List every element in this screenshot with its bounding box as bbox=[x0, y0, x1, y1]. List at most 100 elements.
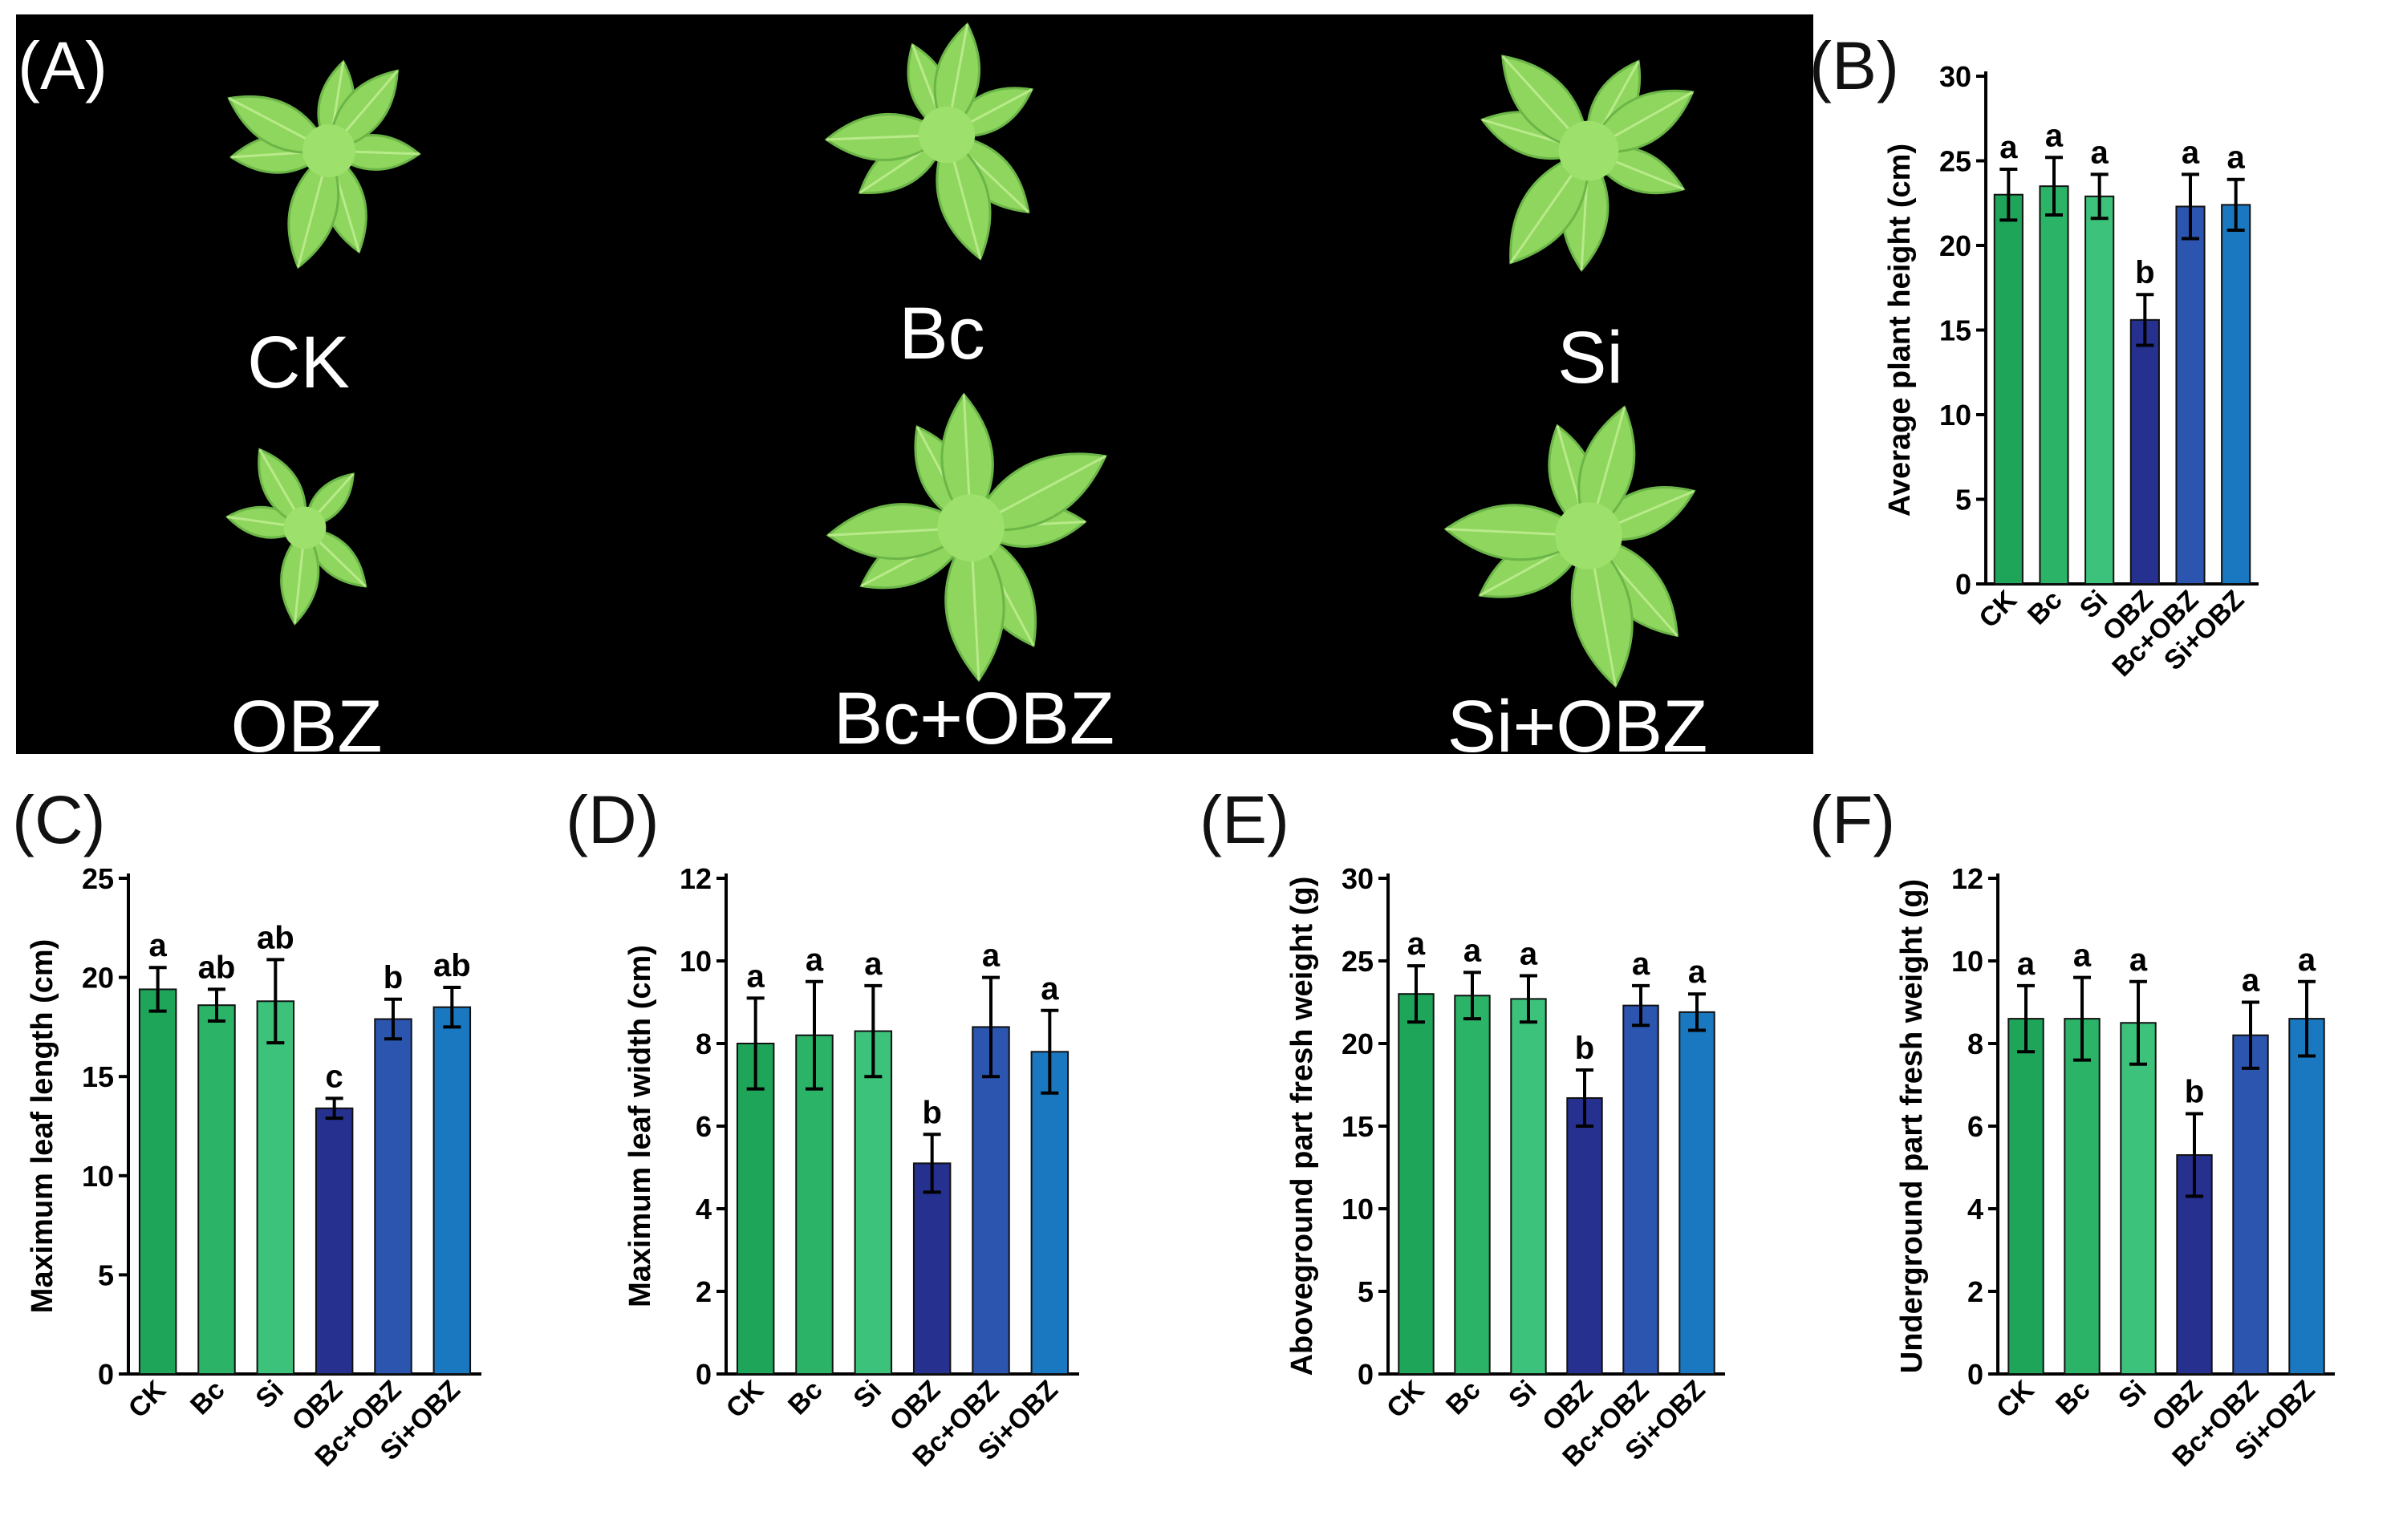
chart-f-underground-fresh-weight: Underground part fresh weight (g) 0 2 4 6 8 10… bbox=[1895, 862, 2335, 1473]
chart-b-average-plant-height: Average plant height (cm) 0 5 10 15 20 25 30 a CK… bbox=[1883, 60, 2259, 683]
y-tick-label: 10 bbox=[1939, 399, 1971, 432]
y-tick-label: 0 bbox=[1967, 1358, 1983, 1391]
plant-obz-image bbox=[225, 448, 367, 626]
bar bbox=[432, 1006, 472, 1375]
significance-label: a bbox=[1999, 130, 2018, 165]
x-tick-label: Bc bbox=[2050, 1375, 2097, 1421]
error-bar bbox=[2090, 172, 2109, 221]
bar bbox=[1454, 995, 1491, 1375]
significance-label: b bbox=[2135, 255, 2154, 290]
significance-label: a bbox=[747, 958, 765, 994]
x-tick-label: CK bbox=[123, 1374, 173, 1424]
x-tick-label: Si bbox=[1503, 1375, 1543, 1415]
bar bbox=[2120, 1022, 2157, 1375]
significance-label: a bbox=[2298, 942, 2316, 978]
bar bbox=[2175, 205, 2206, 585]
significance-label: a bbox=[864, 946, 883, 982]
error-bar bbox=[384, 997, 402, 1041]
x-tick-label: Bc bbox=[185, 1375, 231, 1421]
plant-ck-image bbox=[227, 59, 421, 270]
significance-label: a bbox=[1463, 933, 1482, 968]
y-tick-label: 10 bbox=[82, 1160, 114, 1193]
significance-label: a bbox=[2227, 140, 2246, 176]
significance-label: a bbox=[2073, 938, 2092, 974]
error-bar bbox=[1576, 1068, 1593, 1128]
x-tick-label: Si bbox=[2113, 1375, 2153, 1415]
plant-si-image bbox=[1480, 55, 1695, 272]
significance-label: a bbox=[2242, 963, 2260, 999]
significance-label: b bbox=[1575, 1031, 1594, 1066]
bar bbox=[374, 1018, 412, 1375]
bar bbox=[1678, 1011, 1715, 1376]
plant-bc-image bbox=[824, 22, 1034, 261]
significance-label: a bbox=[1041, 971, 1059, 1007]
error-bar bbox=[746, 996, 765, 1091]
panel-e-letter: (E) bbox=[1200, 782, 1289, 857]
error-bar bbox=[864, 983, 883, 1079]
error-bar bbox=[982, 975, 1000, 1079]
x-tick-label: CK bbox=[1991, 1374, 2040, 1424]
plant-label-si-obz: Si+OBZ bbox=[1447, 686, 1708, 754]
panel-b-letter: (B) bbox=[1809, 28, 1899, 103]
y-tick-label: 20 bbox=[1939, 229, 1971, 262]
plant-label-si: Si bbox=[1557, 317, 1623, 399]
y-tick-label: 6 bbox=[1967, 1110, 1983, 1143]
bar bbox=[2064, 1018, 2101, 1375]
significance-label: c bbox=[326, 1059, 343, 1094]
y-tick-label: 10 bbox=[1342, 1193, 1374, 1226]
bar bbox=[1993, 193, 2024, 585]
significance-label: ab bbox=[198, 950, 236, 985]
bar bbox=[2007, 1018, 2044, 1375]
bar bbox=[2084, 195, 2115, 585]
y-tick-label: 6 bbox=[696, 1110, 712, 1143]
error-bar bbox=[2129, 979, 2147, 1066]
y-tick-label: 5 bbox=[1955, 484, 1971, 517]
error-bar bbox=[1463, 971, 1481, 1021]
y-axis-label: Maximum leaf width (cm) bbox=[623, 945, 657, 1307]
bar bbox=[256, 1000, 295, 1375]
y-tick-label: 4 bbox=[696, 1193, 712, 1226]
error-bar bbox=[2182, 172, 2199, 241]
error-bar bbox=[1999, 168, 2018, 222]
y-tick-label: 10 bbox=[1951, 945, 1983, 978]
bar bbox=[1398, 993, 1435, 1375]
error-bar bbox=[923, 1133, 941, 1194]
x-tick-label: Si bbox=[250, 1375, 290, 1415]
chart-d-maximum-leaf-width: Maximum leaf width (cm) 0 2 4 6 8 10 12 a CK a Bc a S… bbox=[623, 862, 1079, 1473]
significance-label: a bbox=[1520, 937, 1538, 972]
y-tick-label: 4 bbox=[1967, 1193, 1983, 1226]
error-bar bbox=[208, 987, 225, 1023]
y-tick-label: 25 bbox=[1342, 945, 1374, 978]
error-bar bbox=[2242, 1000, 2259, 1070]
significance-label: a bbox=[806, 942, 824, 978]
x-tick-label: Bc bbox=[1440, 1375, 1487, 1421]
error-bar bbox=[1632, 983, 1650, 1027]
panel-a-letter: (A) bbox=[18, 28, 108, 103]
bar bbox=[912, 1162, 952, 1375]
error-bar bbox=[1041, 1008, 1059, 1095]
x-tick-label: CK bbox=[721, 1374, 770, 1424]
x-tick-label: CK bbox=[1973, 584, 2023, 634]
y-tick-label: 15 bbox=[1939, 314, 1971, 347]
error-bar bbox=[266, 958, 285, 1045]
plant-label-bc: Bc bbox=[899, 293, 985, 375]
bar bbox=[197, 1004, 236, 1375]
error-bar bbox=[148, 966, 167, 1013]
y-tick-label: 20 bbox=[1342, 1027, 1374, 1060]
y-tick-label: 0 bbox=[1358, 1358, 1374, 1391]
error-bar bbox=[2186, 1112, 2203, 1198]
bar bbox=[2221, 204, 2251, 586]
bar bbox=[1566, 1096, 1603, 1375]
significance-label: a bbox=[1407, 926, 1426, 962]
significance-label: b bbox=[922, 1095, 941, 1130]
error-bar bbox=[2073, 975, 2091, 1062]
panel-f-letter: (F) bbox=[1809, 782, 1896, 857]
chart-c-maximum-leaf-length: Maximum leaf length (cm) 0 5 10 15 20 25 a CK ab B… bbox=[26, 862, 481, 1473]
plant-label-obz: OBZ bbox=[230, 686, 383, 754]
error-bar bbox=[1407, 964, 1425, 1024]
bar bbox=[1510, 998, 1547, 1375]
bar bbox=[972, 1026, 1010, 1375]
significance-label: a bbox=[982, 938, 1001, 974]
significance-label: ab bbox=[257, 920, 294, 955]
significance-label: a bbox=[149, 928, 168, 963]
